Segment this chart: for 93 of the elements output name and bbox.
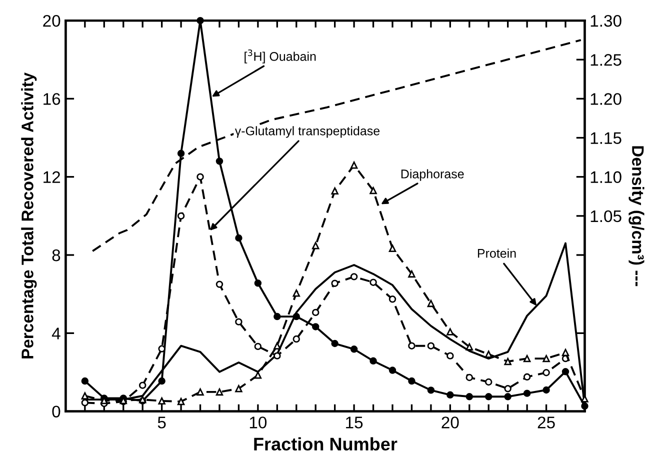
- point: [254, 280, 262, 287]
- point: [388, 296, 396, 303]
- point: [177, 150, 185, 158]
- y-tick-label: 4: [52, 328, 60, 340]
- point: [81, 377, 89, 385]
- point: [485, 350, 492, 358]
- point: [446, 391, 454, 398]
- point: [523, 390, 531, 397]
- y2-tick-label: 1.10: [590, 171, 622, 184]
- point: [446, 352, 454, 360]
- point: [81, 399, 89, 406]
- y2-tick-label: 1.25: [590, 54, 622, 66]
- x-tick-label: 10: [250, 416, 267, 428]
- x-axis-title: Fraction Number: [254, 437, 398, 451]
- y2-axis-title: Density (g/cm³) ---: [628, 146, 644, 286]
- point: [542, 386, 550, 394]
- y-tick-label: 8: [52, 249, 60, 262]
- point: [427, 386, 435, 394]
- point: [292, 289, 300, 297]
- point: [466, 393, 473, 400]
- point: [216, 158, 224, 165]
- point: [350, 162, 358, 169]
- point: [158, 377, 166, 385]
- point: [292, 312, 300, 320]
- point: [274, 312, 281, 320]
- point: [408, 342, 416, 350]
- point: [523, 373, 531, 381]
- point: [562, 348, 570, 356]
- y2-tick-label: 1.05: [590, 210, 622, 222]
- point: [177, 212, 185, 220]
- point: [235, 234, 242, 242]
- point: [196, 173, 204, 180]
- x-tick-label: 20: [442, 416, 459, 428]
- point: [408, 270, 416, 278]
- point: [312, 308, 320, 316]
- point: [138, 382, 146, 389]
- point: [158, 345, 166, 352]
- point: [504, 358, 512, 366]
- y2-tick-label: 1.30: [590, 14, 622, 27]
- point: [504, 385, 512, 392]
- x-tick-label: 15: [346, 416, 363, 428]
- point: [274, 342, 281, 350]
- point: [254, 342, 262, 350]
- point: [312, 323, 320, 330]
- point: [331, 340, 338, 348]
- point: [254, 372, 262, 379]
- point: [485, 378, 492, 386]
- point: [388, 366, 396, 374]
- point: [235, 385, 242, 392]
- point: [331, 280, 338, 287]
- point: [292, 335, 300, 343]
- point: [158, 397, 166, 405]
- point: [485, 393, 492, 400]
- point: [427, 342, 435, 350]
- y-tick-label: 12: [44, 171, 60, 183]
- point: [312, 242, 320, 250]
- point: [235, 318, 242, 326]
- point: [446, 328, 454, 336]
- point: [523, 354, 531, 362]
- y-tick-label: 20: [43, 14, 60, 27]
- point: [331, 187, 338, 195]
- point: [408, 377, 416, 385]
- point: [388, 244, 396, 252]
- point: [466, 343, 473, 350]
- point: [427, 300, 435, 308]
- point: [542, 369, 550, 376]
- point: [196, 388, 204, 396]
- x-tick-label: 5: [158, 416, 166, 428]
- point: [216, 280, 224, 288]
- point: [274, 352, 281, 360]
- y2-tick-label: 1.20: [590, 93, 622, 105]
- point: [216, 388, 224, 396]
- y-axis-title: Percentage Total Recovered Activity: [21, 72, 37, 358]
- annotation: Diaphorase: [401, 169, 464, 181]
- point: [562, 368, 570, 376]
- point: [81, 392, 89, 400]
- point: [370, 186, 377, 194]
- point: [350, 346, 358, 353]
- point: [370, 278, 377, 286]
- point: [177, 398, 185, 406]
- point: [196, 16, 204, 24]
- annotation: Protein: [478, 248, 516, 258]
- y2-tick-label: 1.15: [590, 132, 622, 144]
- point: [542, 354, 550, 362]
- y-tick-label: 0: [52, 406, 60, 418]
- point: [370, 357, 377, 365]
- annotation: γ-Glutamyl transpeptidase: [234, 126, 380, 138]
- point: [504, 393, 512, 400]
- annotation: [$^{3}$H] Ouabain: [244, 49, 316, 64]
- point: [466, 374, 473, 382]
- point: [350, 273, 358, 280]
- y-tick-label: 16: [44, 93, 60, 105]
- x-tick-label: 25: [538, 416, 555, 428]
